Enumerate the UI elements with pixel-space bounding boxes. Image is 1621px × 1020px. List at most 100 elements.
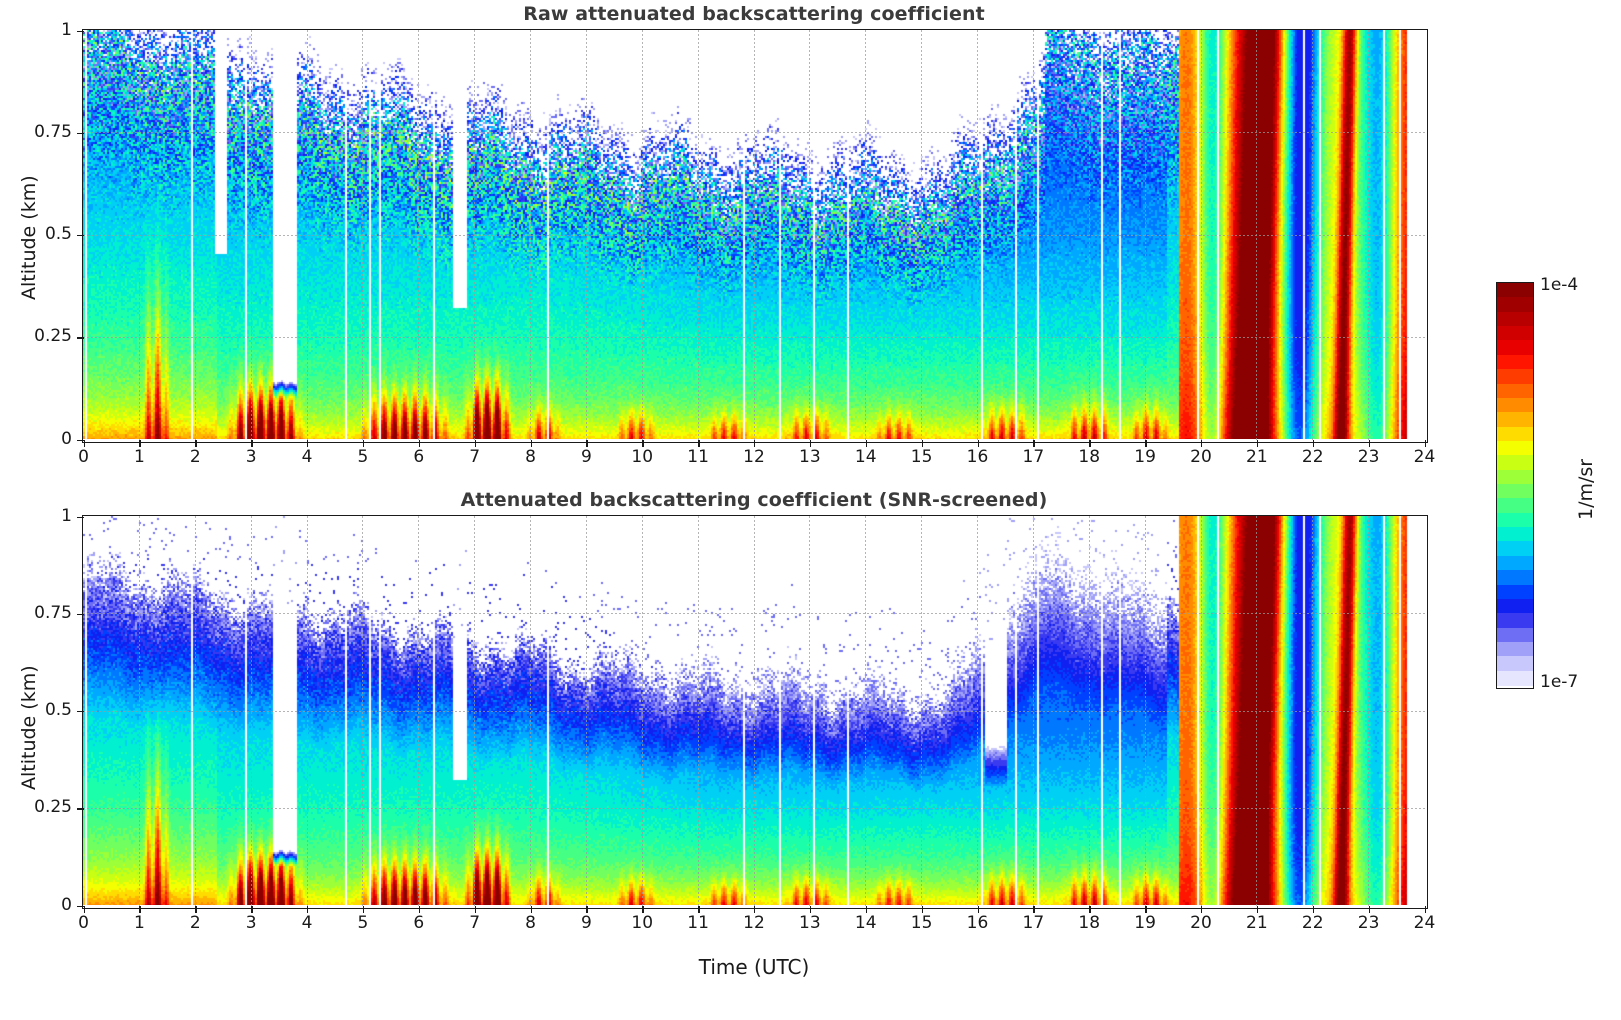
gridline-vertical — [418, 516, 420, 908]
x-axis-tick — [865, 905, 868, 913]
y-axis-tick-label: 0.75 — [34, 602, 72, 623]
gridline-vertical — [138, 30, 140, 442]
x-axis-tick-label: 3 — [245, 913, 257, 933]
x-axis-tick — [921, 905, 924, 913]
x-axis-tick-label: 15 — [910, 913, 933, 933]
gridline-vertical — [977, 516, 978, 908]
colorbar-segment — [1497, 369, 1533, 385]
x-axis-tick-label: 1 — [133, 447, 145, 467]
gridline-vertical — [697, 516, 699, 908]
x-axis-tick-label: 13 — [799, 447, 821, 467]
colorbar-segment — [1497, 613, 1533, 629]
y-axis-tick — [77, 30, 84, 32]
colorbar-segment — [1497, 656, 1533, 672]
x-axis-tick-label: 12 — [743, 913, 765, 933]
x-axis-tick-label: 19 — [1134, 913, 1156, 933]
gridline-vertical — [1368, 30, 1370, 442]
y-axis-tick — [77, 235, 84, 237]
x-axis-tick — [251, 905, 253, 913]
x-axis-tick — [754, 439, 756, 447]
x-axis-tick — [865, 439, 868, 447]
x-axis-tick-label: 20 — [1190, 913, 1212, 933]
gridline-vertical — [530, 30, 531, 442]
y-axis-tick — [77, 711, 84, 713]
y-axis-tick-label: 1 — [61, 19, 72, 40]
gridline-horizontal — [83, 710, 1427, 712]
gridline-vertical — [474, 516, 476, 908]
x-axis-tick — [1201, 439, 1203, 447]
gridline-vertical — [865, 30, 867, 442]
gridline-vertical — [921, 516, 923, 908]
y-axis-tick-label: 0.5 — [44, 224, 72, 244]
x-axis-tick — [362, 439, 365, 447]
gridline-vertical — [1032, 30, 1034, 442]
x-axis-tick-label: 21 — [1246, 447, 1268, 467]
x-axis-tick-label: 2 — [189, 913, 201, 933]
x-axis-tick-label: 10 — [631, 447, 654, 467]
x-axis-tick — [809, 439, 812, 447]
gridline-vertical — [697, 30, 699, 442]
y-axis-tick — [77, 516, 84, 518]
x-axis-tick-label: 4 — [301, 447, 313, 467]
x-axis-tick-label: 8 — [525, 913, 536, 933]
gridline-vertical — [362, 516, 364, 908]
gridline-vertical — [809, 30, 811, 442]
y-axis-tick — [77, 132, 84, 135]
x-axis-tick — [362, 905, 365, 913]
colorbar-segment — [1497, 469, 1533, 485]
x-axis-tick — [307, 905, 309, 913]
x-axis-tick-label: 5 — [357, 913, 369, 933]
y-axis-tick-label: 0 — [61, 428, 72, 449]
x-axis-tick — [474, 905, 477, 913]
colorbar-segment — [1497, 541, 1533, 557]
x-axis-tick — [1089, 439, 1091, 447]
x-axis-tick — [1368, 439, 1371, 447]
colorbar-segment — [1497, 440, 1533, 456]
x-axis-tick — [586, 905, 588, 913]
y-axis-tick-label: 0.5 — [44, 700, 72, 720]
gridline-vertical — [977, 30, 978, 442]
x-axis-tick — [1256, 905, 1259, 913]
colorbar-segment — [1497, 311, 1533, 327]
gridline-horizontal — [83, 613, 1427, 615]
panel-title-raw: Raw attenuated backscattering coefficien… — [523, 3, 985, 25]
x-axis-tick — [754, 905, 756, 913]
x-axis-tick-label: 11 — [687, 447, 709, 467]
gridline-horizontal — [83, 807, 1427, 809]
gridline-vertical — [474, 30, 476, 442]
x-axis-tick-label: 9 — [580, 913, 592, 933]
colorbar-segment — [1497, 527, 1533, 543]
gridline-vertical — [138, 516, 140, 908]
gridline-vertical — [1312, 30, 1314, 442]
x-axis-tick-label: 6 — [413, 913, 425, 933]
gridline-vertical — [250, 516, 252, 908]
x-axis-tick — [139, 905, 141, 913]
x-axis-tick-label: 16 — [966, 447, 989, 467]
y-axis-tick — [77, 439, 84, 441]
x-axis-tick-label: 17 — [1022, 913, 1045, 933]
x-axis-tick-label: 14 — [854, 447, 877, 467]
gridline-vertical — [585, 516, 587, 908]
colorbar-segment — [1497, 354, 1533, 370]
x-axis-tick — [195, 439, 197, 447]
colorbar-segment — [1497, 426, 1533, 442]
colorbar-segment — [1497, 297, 1533, 313]
x-axis-tick-label: 10 — [631, 913, 654, 933]
gridline-vertical — [1200, 516, 1202, 908]
colorbar-segment — [1497, 340, 1533, 356]
colorbar-segment — [1497, 455, 1533, 471]
gridline-vertical — [306, 30, 308, 442]
x-axis-tick — [642, 905, 644, 913]
gridlines-raw — [83, 30, 1427, 442]
gridline-vertical — [1368, 516, 1370, 908]
y-axis-label-raw: Altitude (km) — [18, 175, 40, 300]
colorbar-segment — [1497, 383, 1533, 399]
gridline-horizontal — [83, 132, 1427, 134]
colorbar-segment — [1497, 670, 1533, 686]
x-axis-tick — [418, 439, 421, 447]
y-axis-tick — [77, 808, 84, 810]
x-axis-tick — [1424, 439, 1426, 447]
gridline-vertical — [1312, 516, 1314, 908]
gridline-vertical — [1144, 30, 1146, 442]
gridline-vertical — [194, 516, 196, 908]
